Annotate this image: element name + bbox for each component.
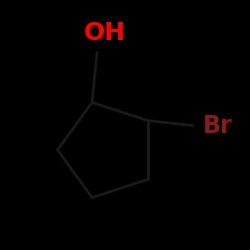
Text: Br: Br <box>203 114 232 138</box>
Text: OH: OH <box>84 21 126 45</box>
